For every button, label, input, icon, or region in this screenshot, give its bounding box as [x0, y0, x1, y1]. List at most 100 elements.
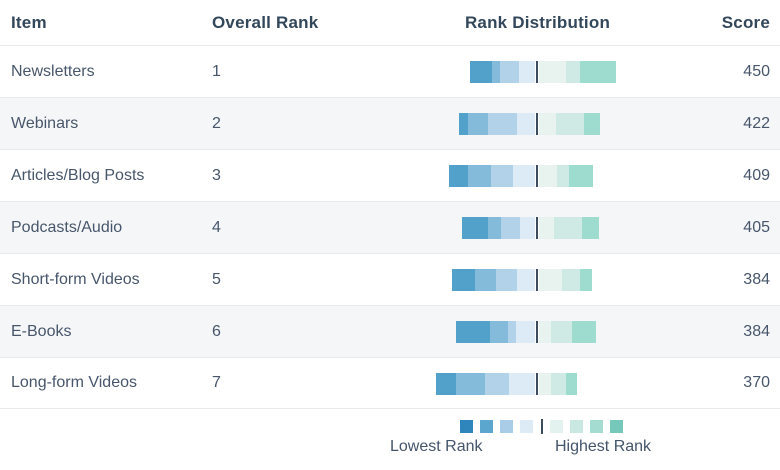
low-rank-segment — [456, 321, 490, 343]
high-rank-segment — [557, 165, 569, 187]
median-marker — [535, 373, 539, 395]
high-rank-segment — [572, 321, 596, 343]
rank-distribution-bar — [459, 113, 600, 135]
median-marker-line — [536, 113, 538, 135]
high-rank-segment — [551, 373, 566, 395]
table-row: Webinars 2 422 — [0, 97, 780, 149]
low-rank-segment — [456, 373, 485, 395]
high-rank-segment — [566, 373, 577, 395]
item-label: Podcasts/Audio — [11, 218, 123, 236]
table-row: Newsletters 1 450 — [0, 45, 780, 97]
low-rank-segment — [509, 373, 535, 395]
low-rank-segment — [468, 113, 488, 135]
item-label: E-Books — [11, 322, 72, 340]
high-rank-segment — [569, 165, 593, 187]
high-rank-segment — [539, 165, 557, 187]
median-marker — [535, 61, 539, 83]
median-marker — [535, 217, 539, 239]
median-marker — [535, 321, 539, 343]
legend-swatch — [570, 420, 583, 433]
score-value: 384 — [743, 270, 770, 288]
item-label: Articles/Blog Posts — [11, 166, 145, 184]
rank-distribution-bar — [452, 269, 592, 291]
low-rank-segment — [488, 113, 517, 135]
low-rank-segment — [488, 217, 501, 239]
high-rank-segment — [556, 113, 584, 135]
high-rank-segment — [580, 61, 616, 83]
table-row: Short-form Videos 5 384 — [0, 253, 780, 305]
high-rank-segment — [539, 217, 554, 239]
median-marker — [535, 113, 539, 135]
low-rank-segment — [500, 61, 519, 83]
legend-swatch — [460, 420, 473, 433]
rank-distribution-bar — [462, 217, 599, 239]
item-label: Short-form Videos — [11, 270, 140, 288]
median-marker-line — [536, 61, 538, 83]
legend-swatch — [500, 420, 513, 433]
legend-swatch — [610, 420, 623, 433]
low-rank-segment — [517, 113, 535, 135]
column-header-score: Score — [721, 12, 770, 32]
low-rank-segment — [513, 165, 535, 187]
score-value: 409 — [743, 166, 770, 184]
rank-distribution-bar — [436, 373, 577, 395]
table-header-row: Item Overall Rank Rank Distribution Scor… — [0, 0, 780, 45]
overall-rank-value: 5 — [212, 270, 221, 288]
legend-swatch — [480, 420, 493, 433]
median-marker — [535, 165, 539, 187]
low-rank-segment — [492, 61, 500, 83]
score-value: 405 — [743, 218, 770, 236]
low-rank-segment — [449, 165, 468, 187]
low-rank-segment — [485, 373, 509, 395]
high-rank-segment — [539, 321, 551, 343]
legend-lowest-rank-label: Lowest Rank — [390, 438, 483, 455]
legend-swatch — [550, 420, 563, 433]
low-rank-segment — [496, 269, 517, 291]
low-rank-segment — [519, 61, 535, 83]
high-rank-segment — [551, 321, 572, 343]
legend-swatch — [520, 420, 533, 433]
median-marker — [535, 269, 539, 291]
legend-median-marker-line — [540, 419, 543, 434]
score-value: 422 — [743, 114, 770, 132]
low-rank-segment — [436, 373, 456, 395]
low-rank-segment — [520, 217, 535, 239]
legend-median-marker — [540, 419, 543, 434]
median-marker-line — [536, 269, 538, 291]
low-rank-segment — [490, 321, 508, 343]
median-marker-line — [536, 321, 538, 343]
column-header-item: Item — [11, 12, 47, 32]
high-rank-segment — [554, 217, 582, 239]
low-rank-segment — [462, 217, 488, 239]
table-row: E-Books 6 384 — [0, 305, 780, 357]
legend-swatch — [590, 420, 603, 433]
high-rank-segment — [539, 61, 566, 83]
overall-rank-value: 4 — [212, 218, 221, 236]
overall-rank-value: 3 — [212, 166, 221, 184]
score-value: 370 — [743, 374, 770, 391]
low-rank-segment — [508, 321, 516, 343]
rank-distribution-legend: Lowest Rank Highest Rank — [390, 415, 710, 467]
legend-highest-rank-label: Highest Rank — [555, 438, 652, 455]
overall-rank-value: 7 — [212, 374, 221, 391]
median-marker-line — [536, 165, 538, 187]
overall-rank-value: 6 — [212, 322, 221, 340]
low-rank-segment — [501, 217, 520, 239]
legend-color-scale — [460, 419, 623, 434]
table-row: Long-form Videos 7 370 — [0, 357, 780, 409]
high-rank-segment — [539, 373, 551, 395]
high-rank-segment — [580, 269, 592, 291]
score-value: 450 — [743, 62, 770, 80]
high-rank-segment — [566, 61, 580, 83]
high-rank-segment — [539, 269, 562, 291]
median-marker-line — [536, 217, 538, 239]
low-rank-segment — [517, 269, 535, 291]
low-rank-segment — [491, 165, 513, 187]
rank-distribution-bar — [456, 321, 596, 343]
score-value: 384 — [743, 322, 770, 340]
column-header-rank-distribution: Rank Distribution — [464, 12, 611, 32]
low-rank-segment — [516, 321, 535, 343]
table-body: Newsletters 1 450 Webinars 2 422 Articles/Blog… — [0, 45, 780, 409]
rank-distribution-bar — [449, 165, 593, 187]
